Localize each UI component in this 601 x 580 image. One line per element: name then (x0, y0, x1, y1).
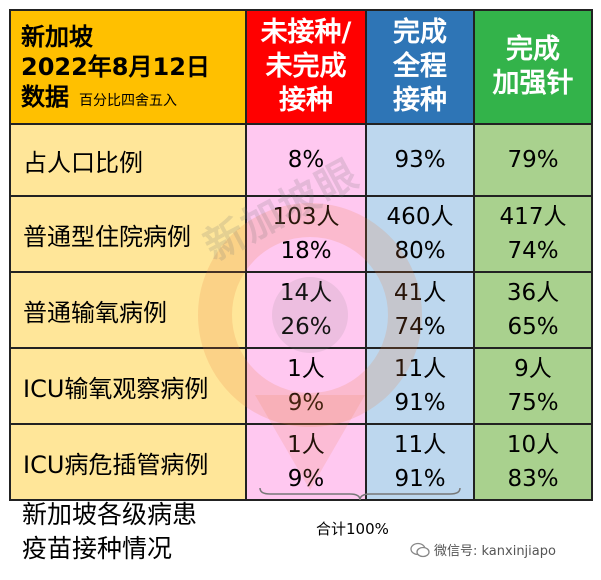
cell-count: 9人 (514, 356, 552, 382)
cell-unvaccinated: 1人 9% (245, 423, 367, 501)
chart-caption: 新加坡各级病患 疫苗接种情况 (22, 498, 197, 566)
cell-boosted: 9人 75% (473, 347, 593, 425)
cell-percent: 75% (507, 390, 559, 416)
cell-fully-vaccinated: 93% (365, 123, 475, 197)
cell-count: 460人 (386, 204, 454, 230)
cell-fully-vaccinated: 11人 91% (365, 423, 475, 501)
cell-percent: 91% (394, 390, 446, 416)
table-title-cell: 新加坡 2022年8月12日 数据 百分比四舍五入 (9, 9, 247, 125)
table-row: 普通输氧病例 14人 26% 41人 74% 36人 65% (9, 271, 593, 349)
cell-count: 1人 (287, 432, 325, 458)
table-row: 普通型住院病例 103人 18% 460人 80% 417人 74% (9, 195, 593, 273)
cell-boosted: 417人 74% (473, 195, 593, 273)
row-label: 普通输氧病例 (9, 271, 247, 349)
cell-count: 41人 (393, 280, 447, 306)
cell-percent: 18% (280, 238, 332, 264)
col-header-unvaccinated: 未接种/ 未完成 接种 (245, 9, 367, 125)
col1-line-1: 未接种/ (260, 17, 352, 48)
cell-percent: 91% (394, 466, 446, 492)
cell-count: 1人 (287, 356, 325, 382)
row-label: ICU病危插管病例 (9, 423, 247, 501)
cell-count: 11人 (393, 432, 447, 458)
cell-percent: 65% (507, 314, 559, 340)
cell-percent: 9% (287, 466, 325, 492)
table-row: 占人口比例 8% 93% 79% (9, 123, 593, 197)
total-brace (259, 487, 461, 501)
table-row: ICU输氧观察病例 1人 9% 11人 91% 9人 75% (9, 347, 593, 425)
col2-line-2: 全程 (393, 51, 447, 82)
caption-line-2: 疫苗接种情况 (22, 534, 173, 563)
title-line-1: 新加坡 (21, 23, 93, 51)
cell-value: 93% (394, 147, 446, 173)
col-header-boosted: 完成 加强针 (473, 9, 593, 125)
cell-count: 10人 (506, 432, 560, 458)
cell-count: 14人 (279, 280, 333, 306)
cell-count: 417人 (499, 204, 567, 230)
cell-value: 79% (507, 147, 559, 173)
cell-count: 36人 (506, 280, 560, 306)
vaccination-table: 新加坡 2022年8月12日 数据 百分比四舍五入 未接种/ 未完成 接种 完成 … (9, 9, 593, 501)
cell-boosted: 79% (473, 123, 593, 197)
cell-boosted: 36人 65% (473, 271, 593, 349)
cell-percent: 80% (394, 238, 446, 264)
cell-percent: 74% (394, 314, 446, 340)
row-label: ICU输氧观察病例 (9, 347, 247, 425)
title-line-3: 数据 (21, 83, 69, 111)
cell-fully-vaccinated: 41人 74% (365, 271, 475, 349)
caption-line-1: 新加坡各级病患 (22, 500, 198, 529)
rounding-note: 百分比四舍五入 (79, 93, 177, 109)
cell-unvaccinated: 103人 18% (245, 195, 367, 273)
cell-count: 11人 (393, 356, 447, 382)
col1-line-3: 接种 (279, 85, 333, 116)
cell-percent: 26% (280, 314, 332, 340)
cell-unvaccinated: 1人 9% (245, 347, 367, 425)
row-label: 占人口比例 (9, 123, 247, 197)
cell-value: 8% (287, 147, 325, 173)
wechat-icon (410, 542, 430, 557)
cell-count: 103人 (272, 204, 340, 230)
cell-fully-vaccinated: 460人 80% (365, 195, 475, 273)
cell-percent: 83% (507, 466, 559, 492)
col1-line-2: 未完成 (265, 51, 347, 82)
cell-percent: 9% (287, 390, 325, 416)
cell-fully-vaccinated: 11人 91% (365, 347, 475, 425)
cell-unvaccinated: 8% (245, 123, 367, 197)
wechat-id: 微信号: kanxinjiapo (410, 540, 556, 559)
total-label: 合计100% (316, 520, 389, 538)
cell-percent: 74% (507, 238, 559, 264)
col3-line-1: 完成 (506, 34, 560, 65)
col-header-fully-vaccinated: 完成 全程 接种 (365, 9, 475, 125)
col2-line-3: 接种 (393, 85, 447, 116)
cell-boosted: 10人 83% (473, 423, 593, 501)
row-label: 普通型住院病例 (9, 195, 247, 273)
cell-unvaccinated: 14人 26% (245, 271, 367, 349)
table-row: ICU病危插管病例 1人 9% 11人 91% 10人 83% (9, 423, 593, 501)
title-line-2: 2022年8月12日 (21, 53, 210, 81)
col2-line-1: 完成 (393, 17, 447, 48)
wechat-label: 微信号: kanxinjiapo (434, 544, 556, 559)
col3-line-2: 加强针 (492, 68, 574, 99)
header-row: 新加坡 2022年8月12日 数据 百分比四舍五入 未接种/ 未完成 接种 完成 … (9, 9, 593, 125)
